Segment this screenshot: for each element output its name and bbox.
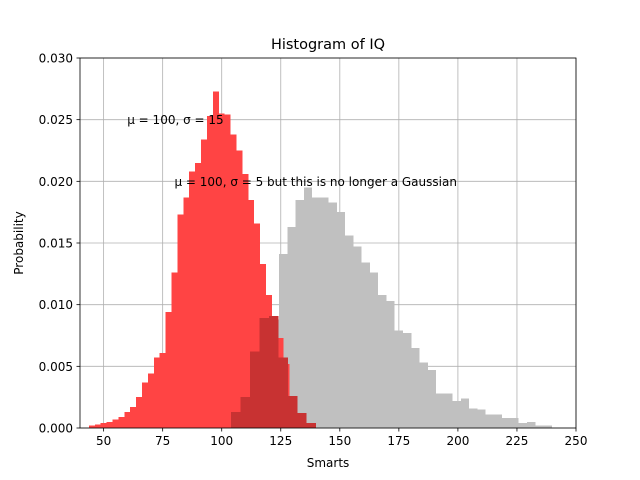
x-axis-label: Smarts (307, 456, 350, 470)
histogram-bar (206, 115, 213, 428)
histogram-bar (142, 382, 148, 428)
histogram-bar (361, 262, 370, 428)
x-tick-label: 50 (96, 434, 111, 448)
histogram-bar (460, 398, 470, 428)
histogram-bar (444, 393, 453, 428)
axis-ticks: 50 75 100 125 150 175 200 225 250 0.000 0.005 0.010… (39, 52, 588, 449)
histogram-bar (231, 411, 241, 428)
y-tick-label: 0.015 (39, 237, 73, 251)
histogram-bar (510, 418, 519, 428)
histogram-bar (306, 423, 317, 428)
histogram-bar (402, 333, 412, 428)
y-tick-label: 0.025 (39, 113, 73, 127)
histogram-bar (502, 418, 511, 428)
histogram-bar (124, 411, 131, 428)
histogram-bar (242, 173, 249, 428)
histogram-bar (469, 408, 478, 428)
histogram-bar (303, 187, 313, 428)
histogram-bar (94, 424, 101, 428)
histogram-bar (526, 421, 536, 428)
y-tick-label: 0.010 (39, 298, 73, 312)
histogram-bar (100, 423, 107, 428)
x-tick-label: 250 (565, 434, 588, 448)
histogram-bar (518, 423, 527, 428)
histogram-bar (312, 197, 321, 428)
histogram-bar (411, 347, 420, 428)
histogram-bar (171, 272, 178, 428)
histogram-bar (543, 425, 552, 428)
histogram-bar (195, 162, 202, 429)
histogram-series-2 (231, 315, 317, 428)
histogram-bar (183, 197, 190, 428)
histogram-bar (254, 223, 261, 428)
histogram-bar (248, 199, 255, 428)
x-tick-label: 100 (210, 434, 233, 448)
histogram-bar (236, 150, 243, 428)
histogram-bar (452, 400, 461, 428)
histogram-bar (353, 246, 362, 428)
x-tick-label: 75 (155, 434, 170, 448)
histogram-bars (88, 91, 552, 429)
chart-title: Histogram of IQ (271, 37, 385, 53)
y-tick-label: 0.030 (39, 52, 73, 66)
histogram-bar (177, 214, 184, 428)
histogram-bar (218, 113, 225, 428)
histogram-bar (118, 416, 125, 428)
annotation-sigma-5: μ = 100, σ = 5 but this is no longer a G… (174, 175, 456, 189)
histogram-bar (345, 235, 354, 428)
histogram-bar (419, 362, 428, 428)
histogram-bar (112, 419, 119, 428)
histogram-bar (287, 226, 296, 428)
histogram-bar (106, 421, 113, 428)
histogram-bar (201, 139, 207, 428)
histogram-bar (295, 199, 304, 428)
histogram-bar (165, 312, 172, 428)
histogram-bar (212, 91, 219, 429)
histogram-bar (268, 315, 279, 428)
histogram-bar (320, 197, 329, 428)
histogram-bar (278, 357, 288, 428)
histogram-bar (136, 397, 142, 428)
histogram-bar (230, 134, 237, 428)
x-tick-label: 200 (446, 434, 469, 448)
histogram-bar (336, 212, 346, 428)
histogram-bar (386, 300, 395, 428)
histogram-bar (297, 413, 307, 428)
histogram-bar (436, 393, 445, 428)
histogram-bar (147, 373, 154, 428)
histogram-bar (189, 171, 196, 428)
histogram-bar (130, 407, 137, 428)
histogram-bar (535, 425, 544, 428)
y-tick-label: 0.000 (39, 422, 73, 436)
histogram-bar (369, 272, 379, 428)
histogram-bar (427, 370, 437, 428)
histogram-bar (159, 352, 166, 428)
histogram-bar (240, 397, 251, 428)
histogram-bar (378, 294, 387, 428)
x-tick-label: 225 (505, 434, 528, 448)
histogram-bar (477, 409, 486, 428)
x-tick-label: 125 (269, 434, 292, 448)
histogram-bar (287, 395, 298, 428)
y-tick-label: 0.005 (39, 360, 73, 374)
histogram-bar (88, 425, 95, 428)
x-tick-label: 150 (328, 434, 351, 448)
histogram-bar (153, 357, 160, 428)
histogram-bar (485, 414, 494, 428)
annotation-sigma-15: μ = 100, σ = 15 (127, 113, 223, 127)
histogram-bar (259, 318, 269, 428)
histogram-bar (224, 114, 231, 428)
histogram-bar (250, 351, 260, 428)
y-axis-label: Probability (12, 211, 26, 274)
histogram-bar (394, 330, 403, 428)
histogram-bar (328, 202, 337, 428)
x-tick-label: 175 (387, 434, 410, 448)
y-tick-label: 0.020 (39, 175, 73, 189)
histogram-bar (493, 414, 503, 428)
